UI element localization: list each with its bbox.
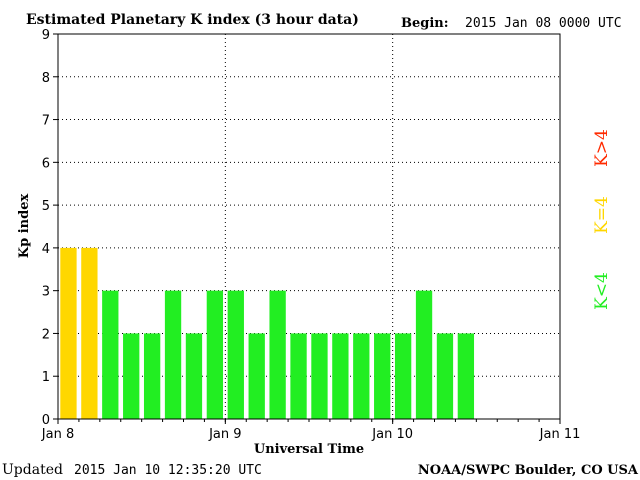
- begin-label: Begin:: [401, 16, 449, 31]
- kp-bar: [81, 247, 98, 419]
- kp-bar: [415, 290, 433, 419]
- legend-item-above-4: K>4: [592, 129, 612, 167]
- source-credit: NOAA/SWPC Boulder, CO USA: [418, 463, 639, 478]
- kp-bar: [332, 333, 349, 419]
- updated-value: 2015 Jan 10 12:35:20 UTC: [74, 463, 262, 478]
- y-tick-label: 8: [42, 71, 50, 86]
- kp-bar: [311, 333, 328, 419]
- y-tick-label: 7: [42, 114, 50, 129]
- kp-bar: [206, 290, 224, 419]
- kp-bar: [102, 290, 119, 419]
- legend-item-equal-4: K=4: [592, 196, 612, 234]
- kp-bar: [248, 333, 265, 419]
- chart-title: Estimated Planetary K index (3 hour data…: [26, 12, 359, 28]
- x-tick-label: Jan 8: [41, 427, 74, 442]
- legend-item-below-4: K<4: [592, 272, 612, 310]
- kp-bar: [60, 247, 77, 419]
- y-tick-label: 4: [42, 242, 50, 257]
- kp-bar: [164, 290, 182, 419]
- kp-bar: [123, 333, 140, 419]
- kp-bar: [394, 333, 412, 419]
- kp-bar: [353, 333, 370, 419]
- grid-lines: [58, 34, 560, 419]
- y-tick-label: 3: [42, 285, 50, 300]
- y-axis-ticks: 0 1 2 3 4 5 6 7 8 9: [42, 28, 58, 428]
- kp-bar: [269, 290, 286, 419]
- x-axis-label: Universal Time: [254, 442, 364, 457]
- kp-bar: [143, 333, 161, 419]
- y-tick-label: 6: [42, 156, 50, 171]
- y-tick-label: 0: [42, 413, 50, 428]
- updated-label: Updated: [2, 462, 63, 478]
- begin-value: 2015 Jan 08 0000 UTC: [465, 16, 622, 31]
- bars-group: [60, 247, 475, 419]
- x-tick-label: Jan 9: [208, 427, 241, 442]
- kp-bar: [436, 333, 454, 419]
- kp-bar: [290, 333, 307, 419]
- y-tick-label: 9: [42, 28, 50, 43]
- y-tick-label: 2: [42, 327, 50, 342]
- x-tick-label: Jan 11: [539, 427, 581, 442]
- y-axis-label: Kp index: [17, 194, 32, 259]
- kp-bar: [374, 333, 391, 419]
- kp-bar: [457, 333, 475, 419]
- y-tick-label: 1: [42, 370, 50, 385]
- x-tick-label: Jan 10: [371, 427, 413, 442]
- kp-bar: [185, 333, 203, 419]
- x-axis-ticks: Jan 8 Jan 9 Jan 10 Jan 11: [41, 419, 581, 442]
- y-tick-label: 5: [42, 199, 50, 214]
- kp-bar: [227, 290, 244, 419]
